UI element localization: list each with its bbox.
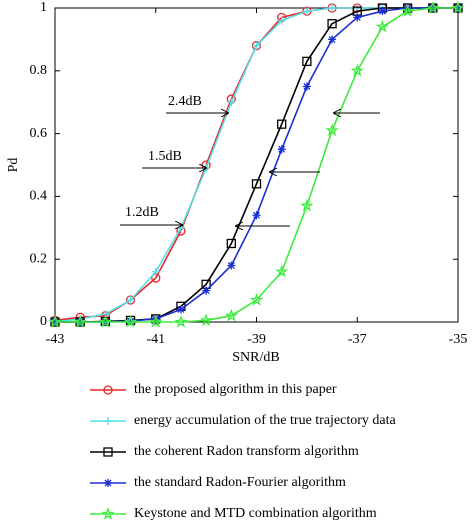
marker	[98, 315, 112, 328]
marker	[226, 238, 236, 249]
series-line	[55, 7, 458, 323]
y-tick-label: 0.8	[30, 63, 48, 78]
marker	[104, 479, 112, 487]
marker	[327, 19, 337, 29]
marker	[202, 286, 211, 295]
marker	[300, 198, 314, 212]
marker	[176, 305, 185, 314]
marker	[199, 313, 213, 327]
marker	[451, 1, 465, 14]
marker	[325, 123, 339, 137]
marker	[101, 507, 115, 520]
marker	[277, 119, 287, 129]
marker	[426, 1, 440, 14]
x-tick-label: -39	[247, 332, 266, 347]
series	[48, 1, 465, 328]
marker	[123, 314, 138, 328]
legend-item: the proposed algorithm in this paper	[90, 382, 337, 397]
marker	[277, 145, 286, 154]
marker	[252, 211, 261, 220]
marker	[401, 4, 415, 17]
y-tick-label: 0.2	[30, 251, 48, 266]
series-line	[54, 7, 458, 322]
marker	[224, 308, 239, 322]
marker	[275, 264, 289, 278]
marker	[378, 7, 387, 16]
marker	[328, 4, 337, 12]
series	[51, 4, 462, 326]
series	[51, 4, 462, 326]
x-axis-label: SNR/dB	[232, 350, 279, 365]
marker	[277, 16, 286, 25]
marker	[353, 13, 362, 22]
marker	[126, 317, 135, 326]
x-tick-label: -43	[46, 332, 65, 347]
legend-label: the standard Radon-Fourier algorithm	[134, 475, 346, 490]
marker	[174, 314, 188, 328]
y-tick-label: 0.4	[30, 189, 48, 204]
marker	[350, 63, 364, 77]
series	[50, 3, 463, 326]
series-line	[55, 7, 458, 323]
marker	[151, 267, 160, 276]
marker	[302, 56, 312, 67]
marker	[375, 19, 390, 33]
y-tick-label: 1	[40, 0, 47, 15]
marker	[227, 261, 236, 270]
annotation: 1.5dB	[148, 149, 182, 164]
y-axis-label: Pd	[6, 158, 21, 173]
marker	[126, 296, 135, 305]
marker	[227, 98, 236, 107]
marker	[104, 417, 112, 425]
marker	[302, 82, 311, 91]
x-tick-label: -35	[449, 332, 468, 347]
marker	[103, 385, 113, 395]
series-line	[55, 7, 458, 323]
marker	[251, 179, 262, 189]
legend-label: the proposed algorithm in this paper	[134, 382, 337, 397]
legend-label: Keystone and MTD combination algorithm	[134, 506, 377, 521]
marker	[73, 315, 87, 328]
marker	[252, 41, 261, 50]
plot-frame	[54, 7, 459, 323]
marker	[249, 293, 264, 306]
legend-item: the standard Radon-Fourier algorithm	[90, 475, 346, 490]
series-line	[54, 7, 458, 323]
y-tick-label: 0	[40, 314, 47, 329]
marker	[328, 35, 337, 44]
legend-item: the coherent Radon transform algorithm	[90, 444, 359, 459]
y-tick-label: 0.6	[30, 126, 48, 141]
x-tick-label: -37	[348, 332, 367, 347]
legend-label: the coherent Radon transform algorithm	[134, 444, 359, 459]
marker	[103, 447, 113, 457]
annotation: 1.2dB	[125, 205, 159, 220]
marker	[302, 7, 311, 16]
legend-label: energy accumulation of the true trajecto…	[134, 413, 397, 428]
legend-item: Keystone and MTD combination algorithm	[90, 506, 377, 521]
annotations: 2.4dB 1.5dB 1.2dB	[120, 94, 380, 226]
annotation: 2.4dB	[168, 94, 202, 109]
marker	[149, 314, 163, 328]
legend-item: energy accumulation of the true trajecto…	[90, 413, 397, 428]
marker	[48, 315, 62, 328]
x-tick-label: -41	[146, 332, 165, 347]
series	[50, 3, 463, 327]
